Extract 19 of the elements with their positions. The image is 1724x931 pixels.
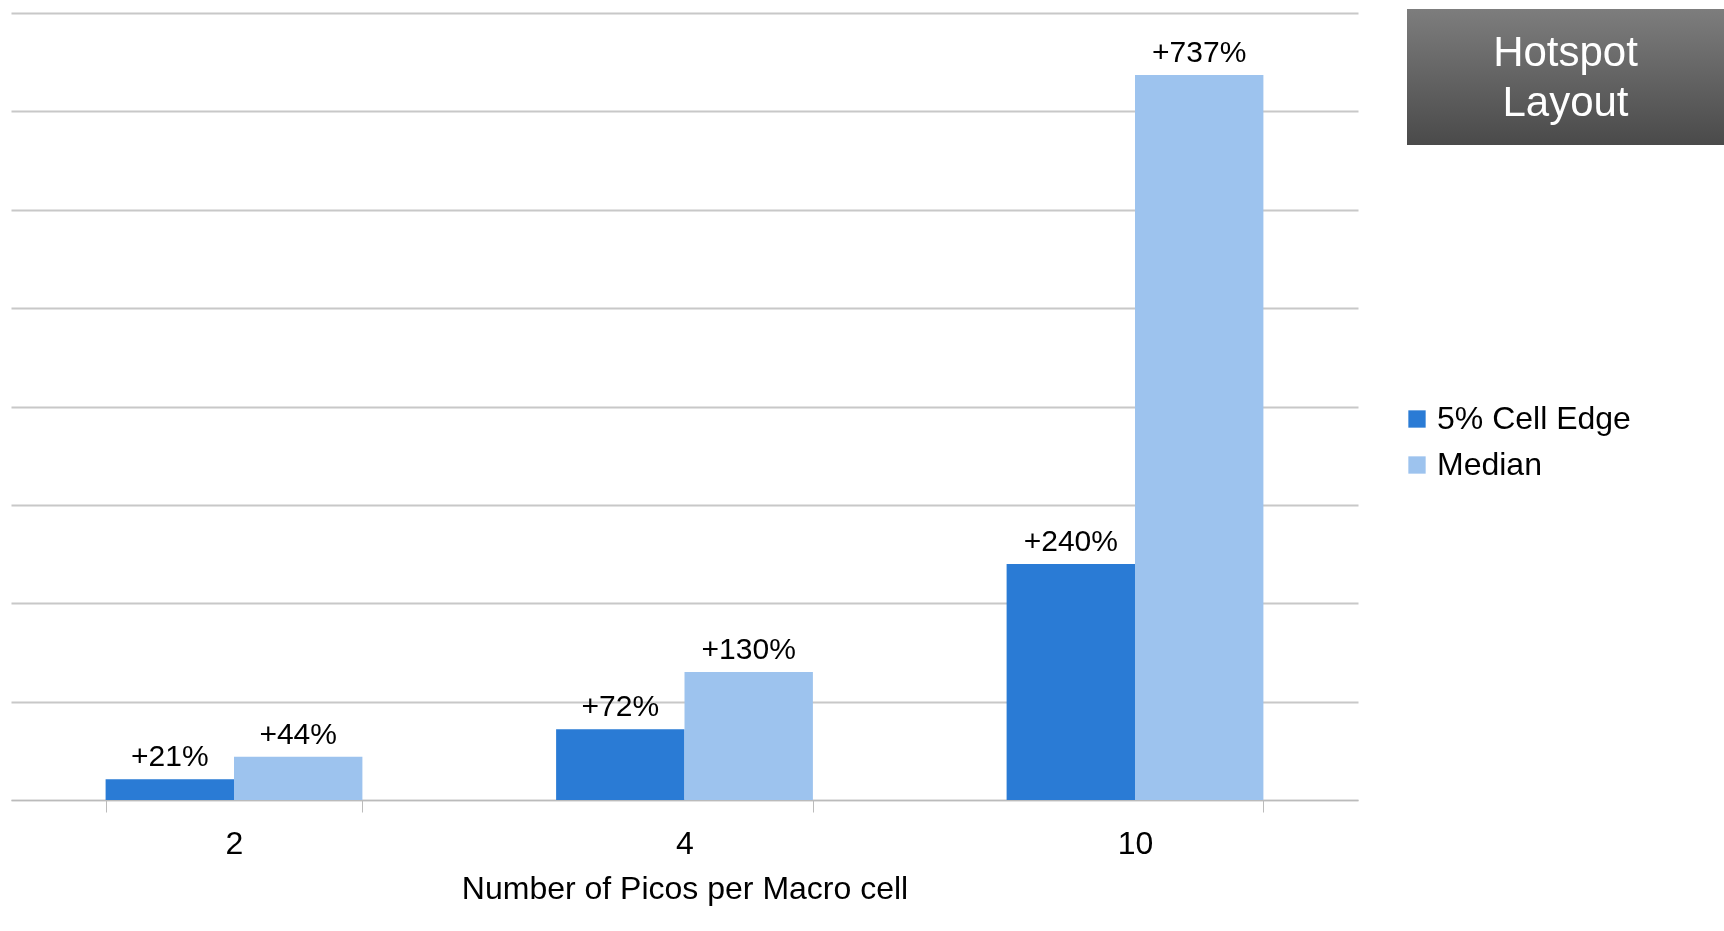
- data-label: +21%: [131, 739, 209, 773]
- data-label: +44%: [259, 716, 337, 750]
- bar: [556, 729, 685, 800]
- bar: [105, 779, 234, 800]
- legend-label: Median: [1437, 446, 1542, 482]
- x-tick-label: 4: [676, 824, 694, 861]
- bar: [684, 672, 813, 800]
- legend-label: 5% Cell Edge: [1437, 400, 1631, 436]
- x-axis-title: Number of Picos per Macro cell: [461, 869, 909, 906]
- bar: [1135, 74, 1264, 800]
- x-tick-label: 2: [225, 824, 244, 861]
- data-label: +737%: [1152, 34, 1247, 68]
- x-tick-label: 10: [1117, 824, 1154, 861]
- data-label: +240%: [1023, 523, 1118, 557]
- data-label: +130%: [701, 632, 796, 666]
- bar: [234, 756, 363, 800]
- bar: [1006, 563, 1135, 800]
- text: Hotspot Layout: [1407, 9, 1724, 145]
- data-label: +72%: [581, 689, 660, 723]
